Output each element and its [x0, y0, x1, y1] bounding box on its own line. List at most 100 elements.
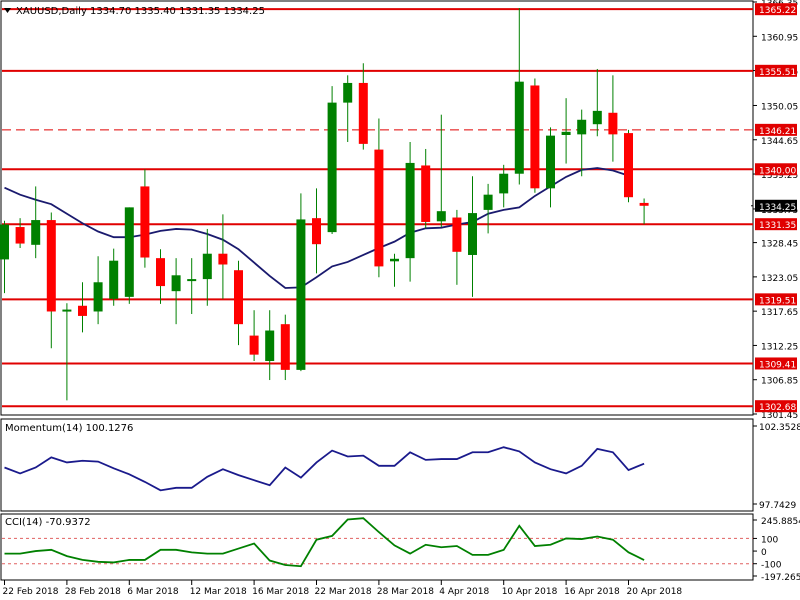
momentum-series-line [4, 446, 645, 492]
level-label-text: 1340.00 [759, 166, 796, 176]
cci-axis-label: -100 [761, 561, 782, 571]
chart-header: XAUUSD,Daily 1334.70 1335.40 1331.35 133… [4, 6, 265, 17]
candle-body [218, 253, 228, 265]
level-label-box [755, 64, 797, 77]
candle-body [421, 165, 431, 222]
price-axis-label: 1301.45 [761, 411, 798, 421]
candle-body [265, 330, 275, 361]
level-label-box [755, 400, 797, 413]
candle [93, 256, 103, 325]
candle [514, 8, 524, 185]
price-axis-label: 1312.25 [761, 342, 798, 352]
level-label-box [755, 357, 797, 370]
candle [561, 98, 571, 164]
candle-body [639, 202, 649, 206]
candle-body [93, 282, 103, 312]
cci-axis-label: 245.8854 [761, 517, 800, 527]
current-price-box [755, 199, 797, 212]
cci-panel-frame [0, 513, 754, 581]
time-axis-label: 12 Mar 2018 [190, 587, 247, 597]
candle-body [234, 270, 243, 325]
candle-body [546, 135, 555, 189]
candle [530, 78, 540, 193]
cci-axis: 245.8854 100 0 -100 -197.2652 [753, 517, 800, 583]
candle-body [499, 173, 509, 194]
time-axis-label: 22 Feb 2018 [3, 587, 59, 597]
candle-body [312, 218, 321, 245]
candle [124, 207, 134, 304]
time-axis-label: 16 Apr 2018 [564, 587, 620, 597]
candle [592, 68, 602, 137]
time-axis: 22 Feb 2018 28 Feb 2018 6 Mar 2018 12 Mar 2… [3, 580, 683, 597]
candle-body [468, 213, 477, 255]
candle-body [577, 119, 587, 135]
candle-body [374, 149, 384, 267]
level-label-box [755, 123, 797, 136]
candle [421, 148, 431, 229]
candle [46, 212, 56, 349]
time-axis-label: 4 Apr 2018 [439, 587, 489, 597]
dropdown-triangle-icon[interactable] [4, 8, 11, 13]
level-label-text: 1365.22 [759, 6, 796, 16]
level-label-text: 1309.41 [759, 360, 796, 370]
candle [171, 258, 181, 325]
current-price-text: 1334.25 [759, 203, 796, 213]
symbol-label: XAUUSD,Daily [16, 6, 87, 17]
momentum-panel-frame [0, 418, 754, 512]
candle [483, 183, 493, 234]
candle-body [436, 211, 446, 222]
time-axis-label: 22 Mar 2018 [315, 587, 372, 597]
candles [0, 8, 649, 401]
momentum-axis-label: 97.7429 [759, 501, 796, 511]
horizontal-levels [2, 8, 753, 408]
candle [202, 228, 212, 306]
candle [109, 248, 119, 306]
level-label-text: 1346.21 [759, 127, 796, 137]
price-axis-label: 1328.45 [761, 240, 798, 250]
candle [405, 141, 415, 282]
candle-body [187, 279, 197, 282]
candle [577, 109, 587, 177]
moving-average-line [4, 167, 629, 289]
candle [436, 114, 446, 228]
candle-body [296, 219, 306, 370]
price-axis-label: 1339.25 [761, 171, 798, 181]
candle [624, 129, 633, 203]
level-label-box [755, 3, 797, 16]
candle-body [46, 220, 56, 312]
level-label-box [755, 293, 797, 306]
time-axis-label: 20 Apr 2018 [627, 587, 683, 597]
level-label-box [755, 218, 797, 231]
candle [546, 127, 555, 208]
candle-body [514, 81, 524, 174]
candle [15, 218, 25, 248]
candle-body [452, 217, 462, 252]
cci-axis-label: -197.2652 [761, 573, 800, 583]
ohlc-values: 1334.70 1335.40 1331.35 1334.25 [90, 6, 265, 17]
candle-body [483, 194, 493, 210]
cci-axis-label: 100 [761, 535, 778, 545]
candle [187, 258, 197, 315]
level-label-text: 1331.35 [759, 221, 796, 231]
candle [265, 310, 275, 381]
price-axis-label: 1350.05 [761, 102, 798, 112]
candle [62, 303, 72, 401]
candle-body [343, 82, 353, 103]
time-axis-label: 16 Mar 2018 [252, 587, 309, 597]
momentum-panel: 102.3528 97.7429 Momentum(14) 100.1276 [0, 418, 800, 512]
candle [249, 310, 259, 361]
time-axis-label: 28 Feb 2018 [65, 587, 121, 597]
moving-average [4, 167, 629, 289]
momentum-title: Momentum(14) 100.1276 [5, 423, 133, 434]
candle-body [156, 258, 165, 287]
momentum-line [4, 446, 645, 492]
candle [639, 198, 649, 225]
candle-body [62, 309, 72, 312]
candle-body [280, 324, 290, 370]
candle-body [124, 207, 134, 297]
candle-body [31, 220, 41, 245]
candle [343, 75, 353, 142]
candle-body [358, 82, 368, 144]
price-axis-label: 1323.05 [761, 274, 798, 284]
